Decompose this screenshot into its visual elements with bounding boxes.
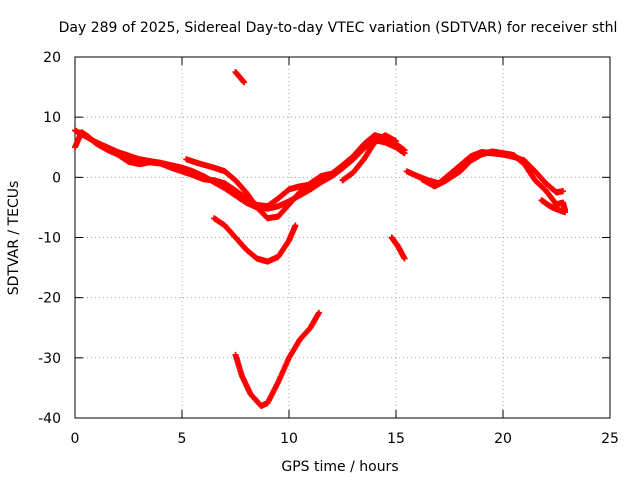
series-track-10 (232, 69, 248, 86)
x-tick-label: 10 (280, 431, 298, 447)
grid-lines (75, 57, 610, 418)
y-tick-label: 20 (43, 50, 61, 66)
y-tick-label: -40 (38, 411, 61, 427)
data-series (72, 69, 569, 409)
x-tick-label: 0 (71, 431, 80, 447)
data-point (559, 188, 566, 195)
data-point (401, 147, 408, 154)
data-point (328, 170, 335, 177)
y-tick-label: -10 (38, 231, 61, 247)
y-axis: -40 -30 -20 -10 0 10 20 (38, 50, 610, 427)
y-tick-label: 0 (52, 170, 61, 186)
data-point (562, 209, 569, 216)
y-axis-label: SDTVAR / TECUs (6, 181, 22, 296)
y-tick-label: 10 (43, 110, 61, 126)
x-tick-label: 20 (494, 431, 512, 447)
series-track-9 (232, 309, 322, 409)
x-tick-label: 25 (601, 431, 619, 447)
x-tick-label: 5 (178, 431, 187, 447)
series-track-8 (211, 215, 299, 265)
series-track-11 (388, 234, 408, 262)
data-point (401, 255, 408, 262)
y-tick-label: -30 (38, 351, 61, 367)
series-track-4 (339, 132, 399, 184)
data-point (393, 138, 399, 145)
x-tick-label: 15 (387, 431, 405, 447)
series-track-6 (418, 148, 569, 214)
x-axis-label: GPS time / hours (281, 459, 398, 475)
data-point (241, 79, 248, 86)
x-axis: 0 5 10 15 20 25 (71, 57, 619, 447)
series-track-3 (183, 156, 335, 222)
chart-title: Day 289 of 2025, Sidereal Day-to-day VTE… (59, 20, 618, 36)
y-tick-label: -20 (38, 291, 61, 307)
data-point (315, 309, 322, 316)
series-track-7 (538, 197, 569, 216)
data-point (292, 222, 299, 229)
